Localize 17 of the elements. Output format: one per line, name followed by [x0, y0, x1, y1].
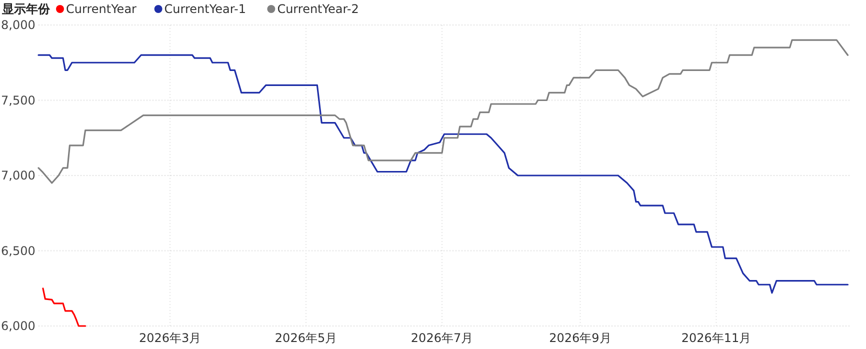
x-tick-label: 2026年5月	[274, 331, 338, 345]
legend-label: CurrentYear-2	[277, 2, 359, 16]
line-series	[38, 39, 849, 184]
y-tick-label: 7,000	[1, 168, 36, 182]
legend-label: CurrentYear-1	[164, 2, 246, 16]
y-tick-label: 6,500	[1, 244, 36, 258]
x-tick-label: 2026年9月	[549, 331, 612, 345]
legend-label: CurrentYear	[66, 2, 137, 16]
legend-title: 显示年份	[1, 2, 51, 16]
y-tick-label: 6,000	[1, 319, 36, 333]
x-tick-label: 2026年3月	[138, 331, 202, 345]
line-series	[42, 288, 86, 327]
x-tick-label: 2026年7月	[410, 331, 474, 345]
y-tick-label: 7,500	[1, 93, 36, 108]
x-tick-label: 2026年11月	[681, 331, 752, 345]
line-series	[38, 54, 849, 294]
y-tick-label: 8,000	[1, 18, 36, 32]
